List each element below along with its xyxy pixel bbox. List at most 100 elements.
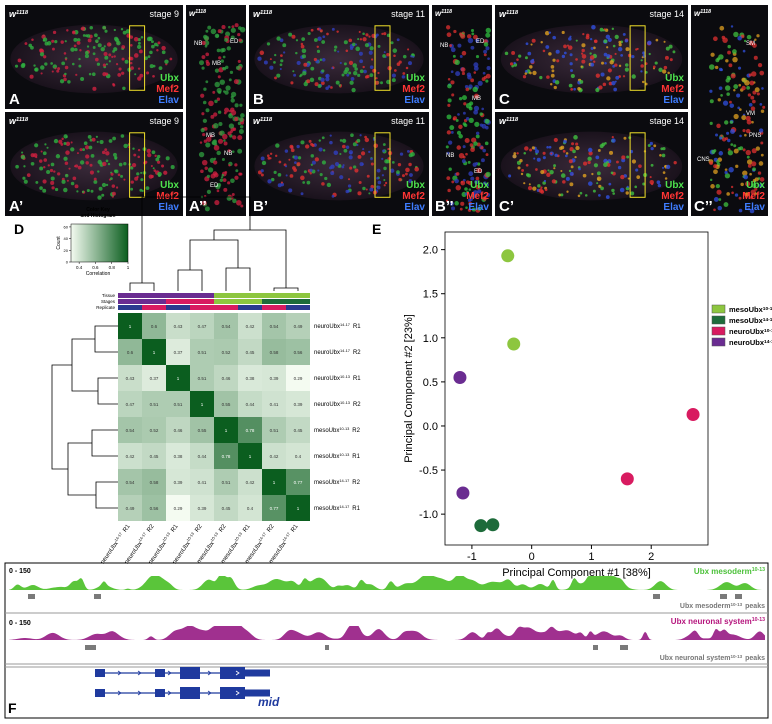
cell (468, 117, 474, 123)
cell (70, 47, 75, 52)
cell (210, 28, 217, 35)
key-tick-label-part: 0 (66, 260, 69, 265)
cell (722, 37, 728, 43)
cell (709, 178, 713, 182)
cell (573, 87, 576, 91)
cell (321, 81, 325, 85)
cell (50, 176, 55, 181)
cell (614, 63, 618, 67)
cell (64, 65, 69, 70)
image-panel (186, 5, 246, 216)
cell (99, 139, 104, 145)
channel-label: Elav (158, 202, 179, 213)
row-label-part: R2 (352, 480, 360, 486)
column-label-part: R2 (218, 523, 228, 533)
cell (302, 181, 306, 184)
genotype-part: 1118 (16, 117, 29, 123)
cell (449, 44, 452, 47)
cell (513, 61, 516, 65)
row-label-part: 14-17 (340, 322, 350, 327)
cell (560, 193, 564, 197)
cell (728, 167, 734, 173)
cell (225, 85, 231, 91)
cell (220, 59, 225, 63)
cell-value: 0.78 (246, 428, 255, 433)
cell (716, 189, 722, 195)
annotation-bar (166, 299, 190, 304)
cell-value-part: 0.51 (198, 350, 207, 355)
cell (447, 98, 452, 103)
cell (114, 36, 119, 41)
x-tick-label: 2 (648, 551, 654, 563)
cell (530, 43, 533, 46)
genotype-part: w (253, 116, 261, 126)
gene-name-part: mid (258, 695, 280, 709)
cell (589, 55, 595, 60)
region-label: ED (474, 169, 483, 175)
region-label-part: ED (210, 183, 219, 189)
heatmap-cell (118, 339, 142, 365)
cell (606, 163, 611, 167)
cell (347, 178, 351, 181)
cell (750, 95, 755, 100)
cell (597, 149, 601, 152)
cell (89, 170, 95, 175)
cell (591, 172, 594, 176)
legend-label: neuroUbx14-17 (729, 338, 772, 347)
cell (318, 147, 323, 152)
cell (70, 141, 73, 144)
x-axis-label: Principal Component #1 [38%] (502, 567, 651, 579)
annotation-bar (118, 305, 142, 310)
cell (220, 176, 224, 179)
cell (228, 78, 232, 82)
cell-value-part: 0.44 (246, 402, 255, 407)
cell (566, 190, 569, 193)
region-label: MB (472, 96, 481, 102)
annotation-label: Tissue (102, 293, 116, 298)
cell (373, 143, 379, 149)
cell (63, 156, 68, 161)
cell (739, 134, 742, 138)
heatmap-cell (238, 391, 262, 417)
heatmap-cell (238, 495, 262, 521)
row-label-part: mesoUbx (314, 454, 339, 460)
channel-label: Ubx (746, 180, 765, 191)
cell (230, 178, 235, 184)
cell (542, 156, 546, 160)
column-label-part: 14-17 (257, 531, 267, 542)
cell (151, 150, 156, 155)
cell (115, 63, 119, 66)
legend-swatch (711, 326, 726, 336)
cell (341, 144, 346, 149)
cell (75, 73, 78, 76)
cell (102, 63, 107, 67)
cell (202, 132, 206, 137)
cell (726, 131, 730, 135)
cell (359, 134, 362, 137)
column-dendrogram (129, 282, 155, 291)
cell (447, 188, 451, 193)
cell (34, 143, 39, 148)
roi-box (629, 132, 646, 198)
cell (485, 32, 491, 38)
cell (354, 168, 359, 173)
cell (237, 32, 241, 37)
cell (454, 59, 460, 65)
cell-value-part: 0.42 (246, 480, 255, 485)
cell (365, 33, 369, 37)
cell (218, 121, 223, 127)
cell (377, 44, 381, 48)
cell (752, 167, 756, 172)
cell (102, 161, 107, 167)
cell (200, 128, 205, 133)
cell (477, 80, 483, 86)
annotation-bar (262, 305, 286, 310)
column-label-part: 14-17 (281, 531, 291, 542)
cell (727, 50, 731, 55)
cell (295, 39, 299, 42)
cell (587, 156, 592, 162)
key-axis-label: Count (56, 236, 62, 250)
cell (228, 109, 232, 113)
cell (445, 25, 451, 30)
region-label-part: PNS (749, 133, 761, 139)
